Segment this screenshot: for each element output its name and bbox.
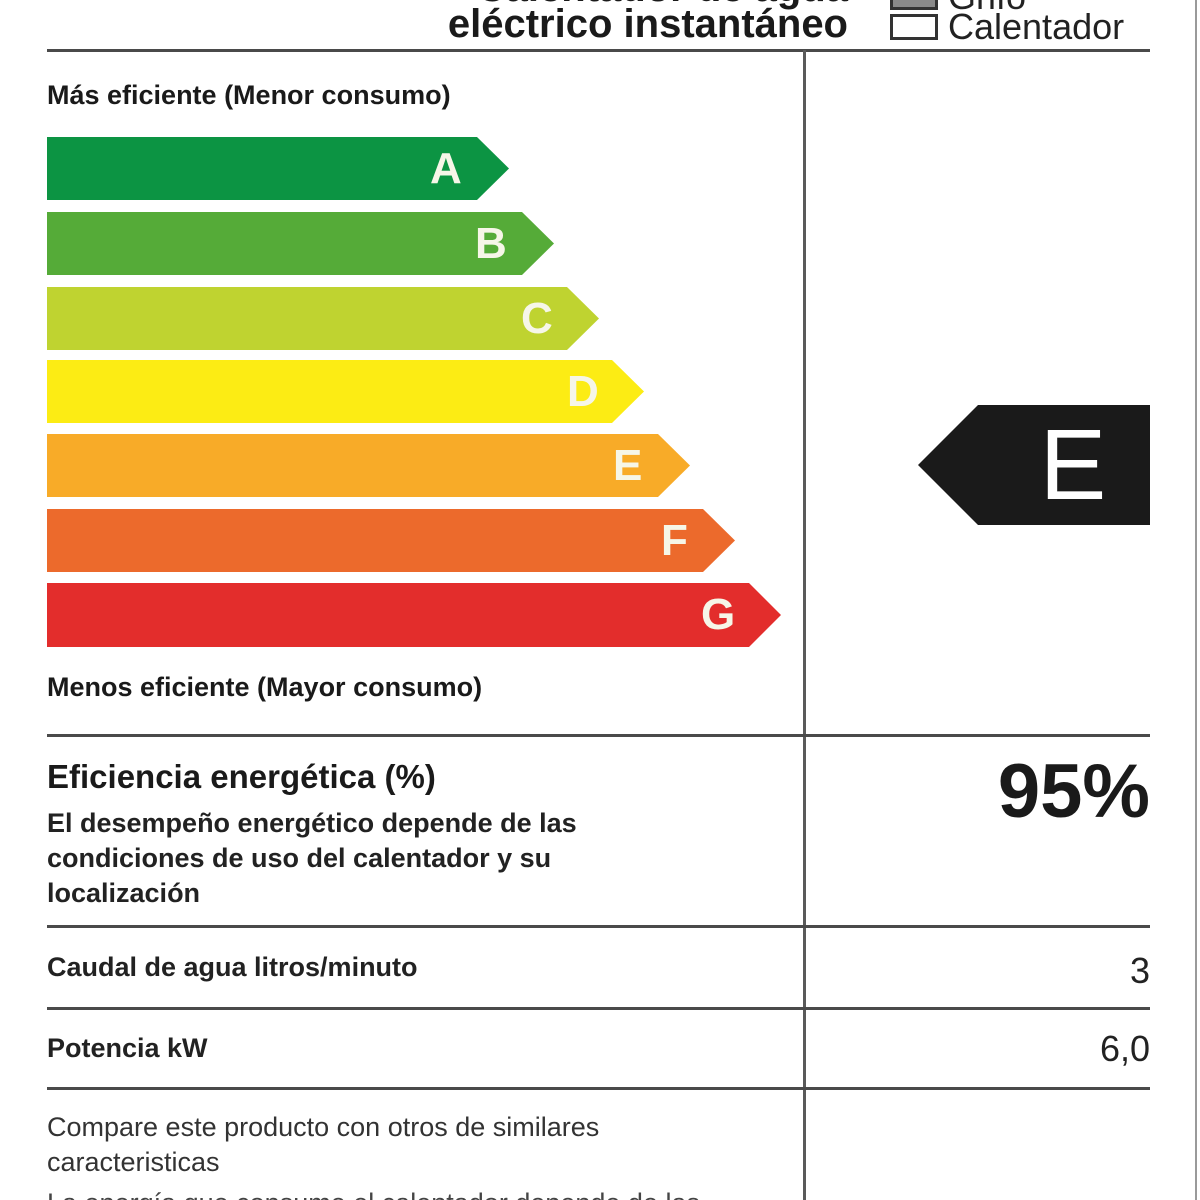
option-grifo: Grifo [890, 0, 1026, 18]
class-letter: E [613, 441, 643, 490]
class-letter: A [430, 144, 462, 193]
energy-class-bar-b: B [47, 212, 554, 275]
energy-class-bar-f: F [47, 509, 735, 572]
label-title-line-1: Calentador de agua [477, 0, 848, 11]
label-most-efficient: Más eficiente (Menor consumo) [47, 80, 451, 110]
label-border-right [1195, 0, 1197, 1200]
checkbox-checked-icon [890, 0, 938, 10]
class-letter: C [521, 294, 553, 343]
option-calentador: Calentador [890, 6, 1124, 48]
arrow-bar-icon [47, 212, 554, 275]
label-compare-note: Compare este producto con otros de simil… [47, 1112, 600, 1177]
arrow-bar-icon [47, 583, 781, 647]
label-footnote-cut: La energía que consume el calentador dep… [47, 1188, 767, 1200]
arrow-left-icon [918, 405, 1150, 525]
option-label: Grifo [948, 0, 1026, 18]
energy-class-bar-d: D [47, 360, 644, 423]
arrow-bar-icon [47, 509, 735, 572]
power-value: 6,0 [1099, 1028, 1150, 1069]
energy-rating-indicator: E [918, 405, 1150, 525]
energy-class-bar-c: C [47, 287, 599, 350]
energy-class-bar-g: G [47, 583, 781, 647]
efficiency-value: 95% [997, 749, 1150, 834]
label-title-line-2: eléctrico instantáneo [447, 2, 848, 46]
option-label: Calentador [948, 6, 1125, 47]
divider-specs-middle [47, 1007, 1150, 1010]
label-water-flow: Caudal de agua litros/minuto [47, 952, 418, 982]
divider-vertical [803, 50, 806, 1200]
divider-specs-top [47, 925, 1150, 928]
arrow-bar-icon [47, 287, 599, 350]
checkbox-empty-icon [890, 14, 938, 40]
energy-class-bar-e: E [47, 434, 690, 497]
energy-class-bar-a: A [47, 137, 509, 200]
class-letter: G [701, 590, 736, 639]
water-flow-value: 3 [1129, 950, 1150, 991]
class-letter: D [567, 367, 599, 416]
label-power: Potencia kW [47, 1033, 208, 1063]
arrow-bar-icon [47, 360, 644, 423]
arrow-bar-icon [47, 434, 690, 497]
label-least-efficient: Menos eficiente (Mayor consumo) [47, 672, 483, 702]
arrow-bar-icon [47, 137, 509, 200]
class-letter: B [475, 219, 507, 268]
divider-top [47, 49, 1150, 52]
class-letter: F [661, 516, 688, 565]
label-efficiency-title: Eficiencia energética (%) [47, 758, 436, 795]
footnote-text: La energía que consume el calentador dep… [47, 1188, 767, 1200]
rating-letter: E [1039, 409, 1107, 521]
label-efficiency-description: El desempeño energético depende de las c… [47, 808, 577, 908]
divider-specs-bottom [47, 1087, 1150, 1090]
divider-efficiency [47, 734, 1150, 737]
